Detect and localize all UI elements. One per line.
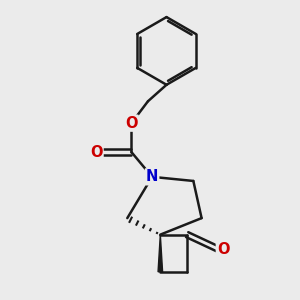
Polygon shape [158,235,163,272]
Text: N: N [146,169,158,184]
Text: O: O [217,242,229,256]
Text: O: O [125,116,138,131]
Text: O: O [90,145,103,160]
